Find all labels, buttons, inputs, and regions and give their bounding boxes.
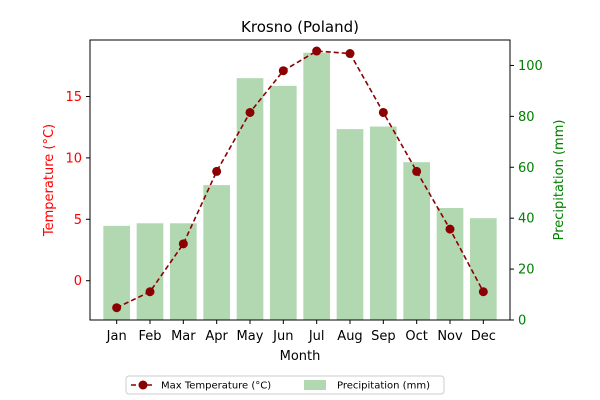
precipitation-bar-feb: [136, 223, 164, 320]
x-tick-label-mar: Mar: [171, 329, 196, 344]
x-axis: Jan Feb Mar Apr May Jun Jul Aug Sep Oct Nov Dec: [106, 320, 496, 344]
x-tick-label-apr: Apr: [205, 329, 228, 344]
x-tick-label-aug: Aug: [337, 329, 362, 344]
temperature-point-sep: [378, 107, 388, 117]
y-right-tick-label-0: 0: [518, 314, 526, 329]
y-right-tick-label-20: 20: [518, 263, 535, 278]
x-tick-label-may: May: [237, 329, 264, 344]
plot-frame: [89, 39, 511, 321]
precipitation-bar-mar: [170, 223, 197, 320]
precipitation-bar-aug: [336, 129, 364, 320]
temperature-point-dec: [478, 287, 488, 297]
temperature-line: [112, 46, 488, 313]
legend-marker-swatch: [138, 380, 148, 390]
temperature-point-oct: [412, 166, 422, 176]
legend-label-precipitation: Precipitation (mm): [337, 381, 430, 392]
legend-box: [125, 375, 445, 395]
x-tick-label-nov: Nov: [437, 329, 463, 344]
temperature-point-mar: [178, 239, 188, 249]
y-axis-right-label: Precipitation (mm): [552, 120, 567, 241]
x-tick-label-jul: Jul: [308, 329, 325, 344]
temperature-series-line: [116, 50, 485, 309]
precipitation-bar-oct: [403, 162, 430, 320]
temperature-point-jul: [312, 46, 322, 56]
x-axis-label: Month: [280, 349, 321, 364]
y-right-tick-label-100: 100: [518, 59, 543, 74]
precipitation-bar-jun: [270, 85, 297, 321]
y-left-tick-label-15: 15: [65, 90, 82, 105]
y-axis-left-label: Temperature (°C): [42, 124, 57, 237]
y-right-tick-label-40: 40: [518, 212, 535, 227]
y-left-tick-label-0: 0: [74, 274, 82, 289]
precipitation-bar-dec: [470, 218, 497, 320]
y-axis-left: 0 5 10 15: [65, 90, 90, 289]
x-tick-label-jun: Jun: [272, 329, 293, 344]
precipitation-bar-may: [236, 78, 264, 320]
precipitation-bar-jul: [303, 52, 330, 321]
temperature-point-apr: [212, 166, 222, 176]
legend: Max Temperature (°C) Precipitation (mm): [125, 375, 445, 395]
legend-label-temperature: Max Temperature (°C): [161, 381, 271, 392]
y-axis-right: 0 20 40 60 80 100: [510, 59, 543, 329]
x-tick-label-dec: Dec: [471, 329, 496, 344]
chart-title: Krosno (Poland): [241, 18, 359, 36]
x-tick-label-feb: Feb: [138, 329, 161, 344]
temperature-point-aug: [345, 49, 355, 59]
temperature-point-jan: [112, 303, 122, 313]
y-right-tick-label-80: 80: [518, 110, 535, 125]
x-tick-label-oct: Oct: [405, 329, 427, 344]
y-left-tick-label-5: 5: [74, 213, 82, 228]
precipitation-bars: [103, 52, 497, 321]
y-right-tick-label-60: 60: [518, 161, 535, 176]
temperature-point-feb: [145, 287, 155, 297]
x-tick-label-sep: Sep: [371, 329, 396, 344]
precipitation-bar-sep: [370, 126, 397, 320]
temperature-point-may: [245, 107, 255, 117]
temperature-point-nov: [445, 224, 455, 234]
precipitation-bar-apr: [203, 185, 230, 320]
temperature-point-jun: [278, 66, 288, 76]
x-tick-label-jan: Jan: [106, 329, 127, 344]
y-left-tick-label-10: 10: [65, 151, 82, 166]
legend-bar-swatch: [304, 380, 326, 390]
